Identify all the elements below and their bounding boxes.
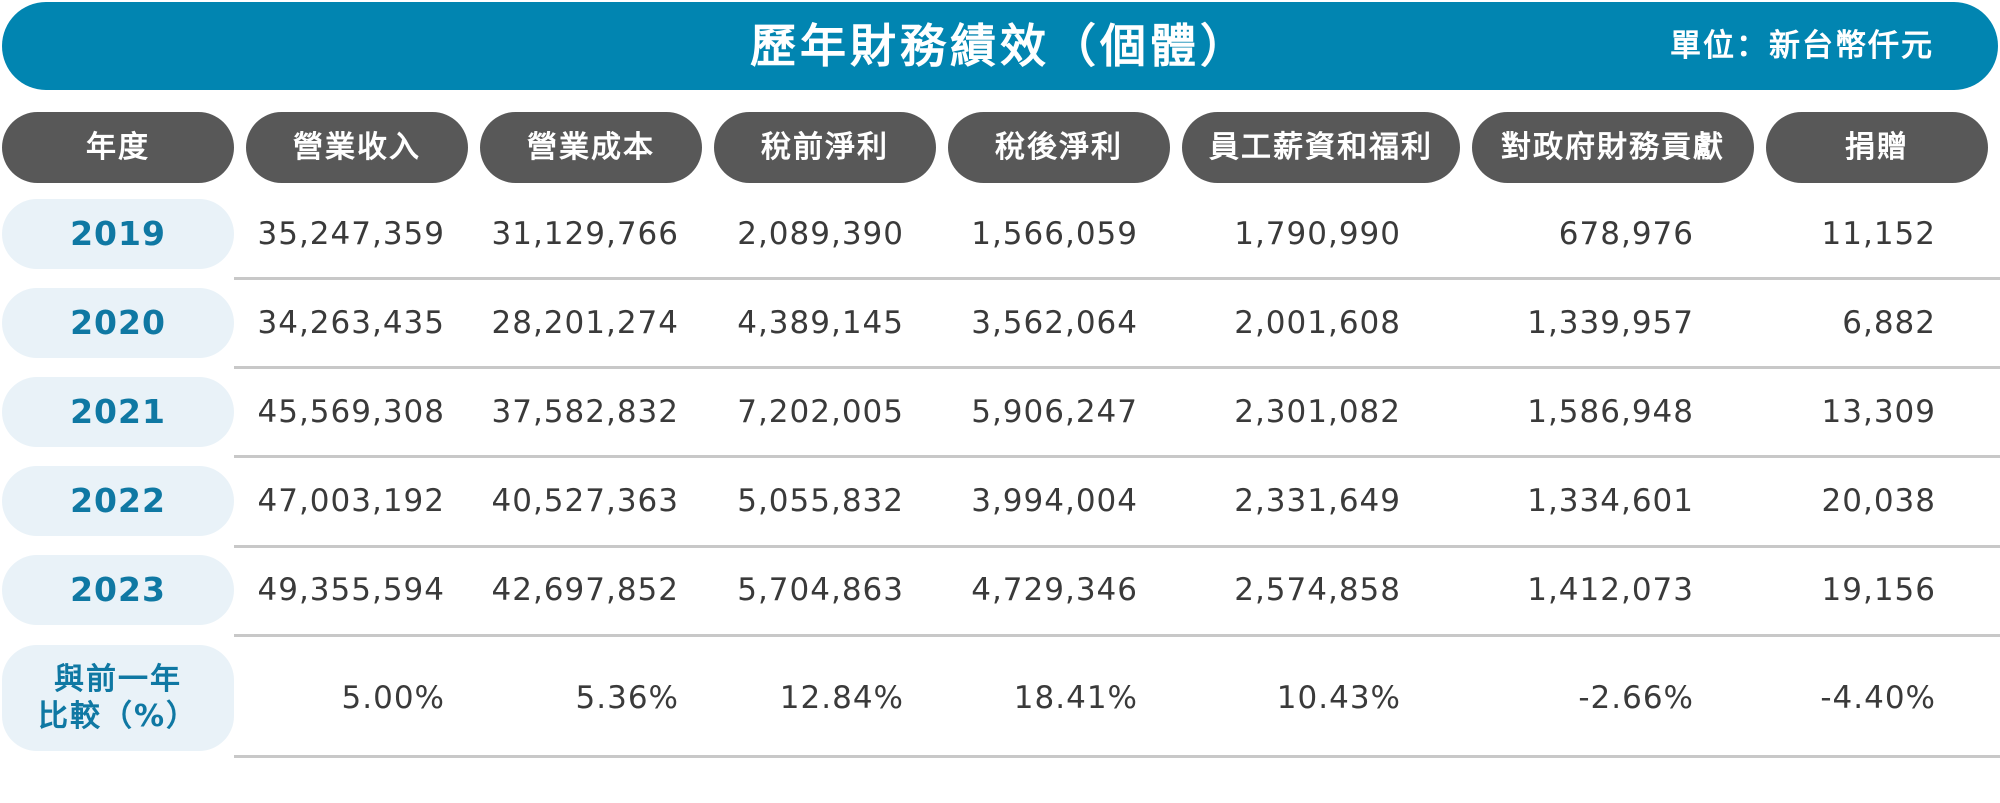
table-cell: 19,156 [1821, 572, 1936, 608]
column-header-aftertax: 稅後淨利 [948, 112, 1170, 183]
year-label: 2023 [2, 555, 234, 625]
row-divider [234, 277, 2000, 280]
table-cell: 5,704,863 [737, 572, 904, 608]
table-cell: 1,566,059 [971, 216, 1138, 252]
table-cell: 10.43% [1276, 680, 1401, 716]
table-cell: 5,055,832 [737, 483, 904, 519]
table-cell: 18.41% [1013, 680, 1138, 716]
page-title: 歷年財務績效（個體） [750, 19, 1250, 73]
column-header-pretax: 稅前淨利 [714, 112, 936, 183]
table-cell: 31,129,766 [491, 216, 679, 252]
table-cell: 2,301,082 [1234, 394, 1401, 430]
table-cell: 11,152 [1821, 216, 1936, 252]
column-header-revenue: 營業收入 [246, 112, 468, 183]
comparison-label-line2: 比較（%） [37, 699, 199, 734]
table-cell: 3,994,004 [971, 483, 1138, 519]
table-cell: 49,355,594 [257, 572, 445, 608]
table-cell: 42,697,852 [491, 572, 679, 608]
table-cell: 2,331,649 [1234, 483, 1401, 519]
year-label: 2022 [2, 466, 234, 536]
column-header-salary: 員工薪資和福利 [1182, 112, 1460, 183]
table-cell: 5,906,247 [971, 394, 1138, 430]
table-cell: 678,976 [1558, 216, 1694, 252]
table-cell: 13,309 [1821, 394, 1936, 430]
table-cell: 37,582,832 [491, 394, 679, 430]
table-cell: 1,586,948 [1527, 394, 1694, 430]
year-label: 2019 [2, 199, 234, 269]
table-cell: -4.40% [1820, 680, 1936, 716]
table-cell: 47,003,192 [257, 483, 445, 519]
table-cell: 6,882 [1842, 305, 1936, 341]
title-bar: 歷年財務績效（個體） 單位：新台幣仟元 [2, 2, 1998, 90]
unit-label: 單位：新台幣仟元 [1670, 28, 1934, 64]
table-cell: 1,339,957 [1527, 305, 1694, 341]
table-cell: 5.36% [575, 680, 679, 716]
row-divider [234, 755, 2000, 758]
row-divider [234, 366, 2000, 369]
table-cell: 7,202,005 [737, 394, 904, 430]
table-cell: 35,247,359 [257, 216, 445, 252]
year-label: 2021 [2, 377, 234, 447]
table-cell: 3,562,064 [971, 305, 1138, 341]
row-divider [234, 545, 2000, 548]
row-divider [234, 455, 2000, 458]
table-cell: 40,527,363 [491, 483, 679, 519]
comparison-label: 與前一年 比較（%） [2, 645, 234, 751]
table-cell: 12.84% [779, 680, 904, 716]
column-header-government: 對政府財務貢獻 [1472, 112, 1754, 183]
comparison-label-line1: 與前一年 [54, 661, 182, 697]
table-cell: 2,089,390 [737, 216, 904, 252]
year-label: 2020 [2, 288, 234, 358]
column-header-year: 年度 [2, 112, 234, 183]
table-cell: 1,790,990 [1234, 216, 1401, 252]
row-divider [234, 634, 2000, 637]
column-header-donation: 捐贈 [1766, 112, 1988, 183]
column-header-cost: 營業成本 [480, 112, 702, 183]
table-cell: 4,729,346 [971, 572, 1138, 608]
table-cell: 5.00% [341, 680, 445, 716]
table-cell: 2,574,858 [1234, 572, 1401, 608]
table-cell: -2.66% [1578, 680, 1694, 716]
table-cell: 28,201,274 [491, 305, 679, 341]
table-cell: 2,001,608 [1234, 305, 1401, 341]
table-cell: 34,263,435 [257, 305, 445, 341]
table-cell: 1,412,073 [1527, 572, 1694, 608]
table-cell: 20,038 [1821, 483, 1936, 519]
table-cell: 45,569,308 [257, 394, 445, 430]
table-cell: 4,389,145 [737, 305, 904, 341]
table-cell: 1,334,601 [1527, 483, 1694, 519]
